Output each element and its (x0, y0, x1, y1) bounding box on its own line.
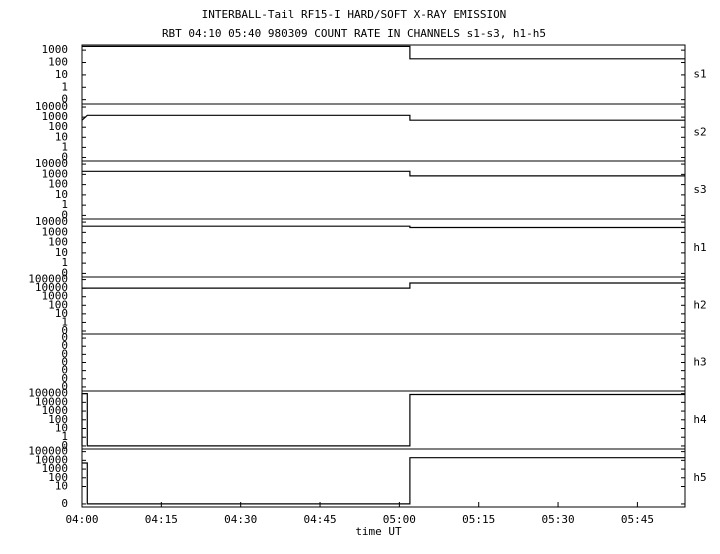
panel-frame (81, 276, 686, 335)
y-tick-label: 10 (55, 130, 68, 143)
y-tick-label: 1000 (42, 462, 69, 475)
y-tick-label: 1 (61, 198, 68, 211)
y-tick-label: 10 (55, 68, 68, 81)
y-tick-label: 100 (48, 56, 68, 69)
y-tick-label: 0 (61, 339, 68, 352)
y-tick-label: 1 (61, 256, 68, 269)
panel-frame (81, 103, 686, 162)
y-tick-label: 10000 (35, 453, 68, 466)
y-tick-label: 1000 (42, 43, 69, 56)
series-line (82, 170, 685, 177)
panel-frame (81, 333, 686, 392)
y-tick-label: 100 (48, 413, 68, 426)
y-tick-label: 0 (61, 497, 68, 510)
channel-label: h2 (693, 299, 706, 312)
y-tick-label: 0 (61, 324, 68, 337)
y-tick-label: 1000 (42, 225, 69, 238)
y-tick-label: 1000 (42, 404, 69, 417)
series-line (82, 282, 685, 289)
y-tick-label: 1 (61, 140, 68, 153)
y-tick-label: 0 (61, 380, 68, 393)
y-tick-label: 0 (61, 331, 68, 344)
y-tick-label: 1 (61, 315, 68, 328)
panel-frame (81, 390, 686, 450)
y-tick-label: 0 (61, 347, 68, 360)
x-tick-label: 05:45 (621, 513, 654, 526)
y-tick-label: 10000 (35, 100, 68, 113)
y-tick-label: 1000 (42, 290, 69, 303)
y-tick-label: 10000 (35, 157, 68, 170)
y-tick-label: 100000 (28, 273, 68, 286)
channel-label: s2 (693, 126, 706, 139)
x-tick-label: 04:00 (65, 513, 98, 526)
y-tick-label: 10 (55, 307, 68, 320)
y-tick-label: 10 (55, 188, 68, 201)
x-tick-label: 04:45 (303, 513, 336, 526)
y-tick-label: 100 (48, 471, 68, 484)
y-tick-label: 100000 (28, 445, 68, 458)
y-tick-label: 0 (61, 266, 68, 279)
y-tick-label: 100 (48, 298, 68, 311)
y-tick-label: 10 (55, 480, 68, 493)
y-tick-label: 10000 (35, 281, 68, 294)
y-tick-label: 0 (61, 364, 68, 377)
y-tick-label: 1000 (42, 110, 69, 123)
panel-frame (81, 44, 686, 105)
y-tick-label: 0 (61, 372, 68, 385)
channel-label: s1 (693, 68, 706, 81)
series-line (82, 457, 685, 505)
chart-subtitle: RBT 04:10 05:40 980309 COUNT RATE IN CHA… (162, 27, 546, 40)
y-tick-label: 0 (61, 150, 68, 163)
channel-label: s3 (693, 183, 706, 196)
y-tick-label: 100 (48, 178, 68, 191)
y-tick-label: 10000 (35, 395, 68, 408)
y-tick-label: 0 (61, 439, 68, 452)
x-tick-label: 04:15 (145, 513, 178, 526)
y-tick-label: 0 (61, 356, 68, 369)
y-tick-label: 100000 (28, 387, 68, 400)
channel-label: h5 (693, 471, 706, 484)
y-tick-label: 1 (61, 80, 68, 93)
x-tick-label: 05:15 (462, 513, 495, 526)
x-axis-label: time UT (355, 525, 402, 538)
y-tick-label: 0 (61, 93, 68, 106)
y-tick-label: 1 (61, 430, 68, 443)
y-tick-label: 10000 (35, 215, 68, 228)
y-tick-label: 10 (55, 422, 68, 435)
chart-title: INTERBALL-Tail RF15-I HARD/SOFT X-RAY EM… (202, 8, 507, 21)
y-tick-label: 100 (48, 236, 68, 249)
channel-label: h4 (693, 413, 707, 426)
y-tick-label: 10 (55, 246, 68, 259)
x-tick-label: 05:00 (383, 513, 416, 526)
series-line (81, 393, 685, 447)
y-tick-label: 1000 (42, 167, 69, 180)
channel-label: h3 (693, 356, 706, 369)
x-tick-label: 04:30 (224, 513, 257, 526)
channel-label: h1 (693, 241, 706, 254)
y-tick-label: 0 (61, 208, 68, 221)
y-tick-label: 100 (48, 120, 68, 133)
x-tick-label: 05:30 (541, 513, 574, 526)
panel-frame (81, 160, 686, 220)
series-line (81, 114, 685, 121)
series-line (82, 225, 685, 229)
series-line (82, 45, 685, 60)
